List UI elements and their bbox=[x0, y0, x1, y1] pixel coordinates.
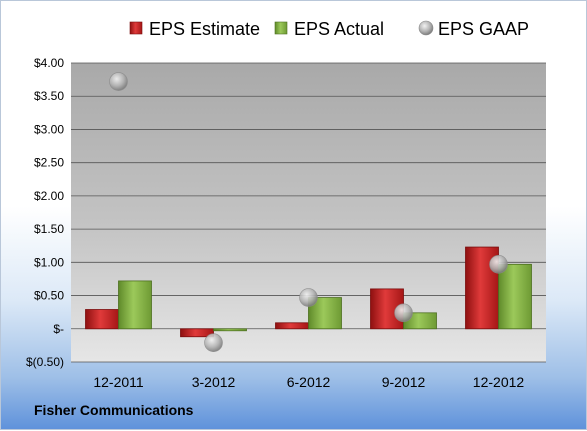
eps-actual-bar bbox=[213, 328, 247, 332]
y-tick-label: $0.50 bbox=[34, 289, 64, 303]
x-tick-label: 9-2012 bbox=[382, 374, 426, 390]
y-axis: $4.00 $3.50 $3.00 $2.50 $2.00 $1.50 $1.00 $0.50… bbox=[26, 56, 64, 369]
eps-gaap-point bbox=[109, 72, 128, 91]
legend-swatch-estimate bbox=[129, 21, 143, 35]
y-tick-label: $2.00 bbox=[34, 189, 64, 203]
y-tick-label: $1.00 bbox=[34, 255, 64, 269]
y-tick-label: $(0.50) bbox=[26, 355, 64, 369]
eps-estimate-bar bbox=[180, 328, 214, 338]
x-tick-label: 6-2012 bbox=[287, 374, 331, 390]
eps-estimate-bar bbox=[275, 322, 309, 330]
eps-actual-bar bbox=[498, 263, 532, 330]
y-tick-label: $- bbox=[53, 322, 64, 336]
legend-label: EPS Estimate bbox=[149, 19, 260, 39]
x-tick-label: 3-2012 bbox=[192, 374, 236, 390]
y-tick-label: $3.00 bbox=[34, 122, 64, 136]
legend-swatch-actual bbox=[274, 21, 288, 35]
eps-gaap-point bbox=[394, 303, 413, 323]
legend-label: EPS Actual bbox=[294, 19, 384, 39]
eps-estimate-bar bbox=[85, 309, 119, 330]
x-tick-label: 12-2011 bbox=[93, 374, 144, 390]
legend: EPS Estimate EPS Actual EPS GAAP bbox=[129, 19, 529, 39]
bars bbox=[85, 246, 532, 338]
gaap-points bbox=[109, 72, 508, 353]
y-tick-label: $1.50 bbox=[34, 222, 64, 236]
y-tick-label: $4.00 bbox=[34, 56, 64, 70]
eps-gaap-point bbox=[299, 288, 318, 307]
eps-actual-bar bbox=[118, 280, 152, 330]
company-name: Fisher Communications bbox=[34, 402, 194, 418]
eps-gaap-point bbox=[204, 333, 223, 353]
x-tick-label: 12-2012 bbox=[473, 374, 525, 390]
x-axis: 12-2011 3-2012 6-2012 9-2012 12-2012 bbox=[93, 374, 524, 390]
y-tick-label: $3.50 bbox=[34, 89, 64, 103]
legend-swatch-gaap bbox=[418, 20, 434, 36]
eps-gaap-point bbox=[489, 255, 508, 274]
y-tick-label: $2.50 bbox=[34, 156, 64, 170]
legend-label: EPS GAAP bbox=[438, 19, 529, 39]
